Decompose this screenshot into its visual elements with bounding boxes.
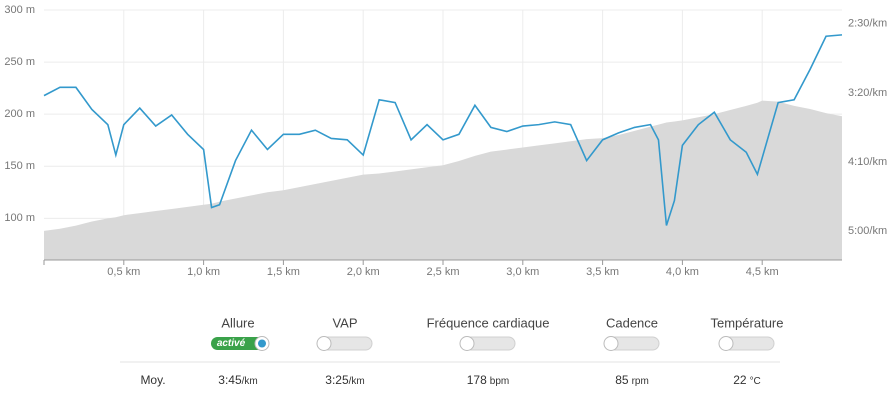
toggle[interactable] bbox=[459, 336, 516, 351]
metric-value: 3:45/km bbox=[218, 373, 257, 387]
metric-name: Cadence bbox=[606, 315, 658, 330]
toggle-track bbox=[211, 337, 269, 350]
toggle-knob bbox=[603, 336, 619, 351]
toggle-knob bbox=[459, 336, 475, 351]
toggle-dot bbox=[258, 339, 266, 348]
x-tick-label: 3,5 km bbox=[586, 266, 619, 278]
toggle-knob bbox=[316, 336, 332, 351]
value: 178 bbox=[467, 373, 487, 387]
unit: rpm bbox=[632, 376, 649, 387]
y-tick-label: 250 m bbox=[4, 56, 35, 68]
elevation-area bbox=[44, 100, 842, 260]
value: 3:45 bbox=[218, 373, 242, 387]
pace-line bbox=[43, 34, 843, 226]
x-tick-label: 4,5 km bbox=[746, 266, 779, 278]
y2-tick-label: 3:20/km bbox=[848, 87, 887, 99]
metric-value: 3:25/km bbox=[325, 373, 364, 387]
value: 3:25 bbox=[325, 373, 349, 387]
y-tick-label: 150 m bbox=[4, 160, 35, 172]
x-tick-label: 3,0 km bbox=[506, 266, 539, 278]
y-tick-label: 200 m bbox=[4, 108, 35, 120]
y2-tick-label: 2:30/km bbox=[848, 18, 887, 30]
metric-name: Température bbox=[711, 315, 784, 330]
y-tick-label: 300 m bbox=[4, 4, 35, 16]
metric-value: 85 rpm bbox=[615, 373, 649, 387]
value: 85 bbox=[615, 373, 629, 387]
x-tick-label: 2,0 km bbox=[347, 266, 380, 278]
metric-name: Fréquence cardiaque bbox=[427, 315, 550, 330]
row-label: Moy. bbox=[140, 373, 165, 387]
metric-name: VAP bbox=[332, 315, 357, 330]
metric-value: 22 °C bbox=[733, 373, 761, 387]
toggle[interactable]: activé bbox=[211, 336, 270, 351]
x-tick-label: 2,5 km bbox=[426, 266, 459, 278]
toggle[interactable] bbox=[718, 336, 775, 351]
toggle-label: activé bbox=[217, 338, 246, 349]
x-tick-label: 1,5 km bbox=[267, 266, 300, 278]
unit: bpm bbox=[490, 376, 509, 387]
unit: /km bbox=[242, 376, 258, 387]
x-tick-label: 4,0 km bbox=[666, 266, 699, 278]
unit: °C bbox=[750, 376, 761, 387]
metric-name: Allure bbox=[221, 315, 254, 330]
metric-value: 178 bpm bbox=[467, 373, 509, 387]
y-tick-label: 100 m bbox=[4, 212, 35, 224]
unit: /km bbox=[349, 376, 365, 387]
value: 22 bbox=[733, 373, 747, 387]
x-tick-label: 0,5 km bbox=[107, 266, 140, 278]
x-tick-label: 1,0 km bbox=[187, 266, 220, 278]
plot bbox=[43, 9, 843, 260]
toggle[interactable] bbox=[603, 336, 660, 351]
y2-tick-label: 4:10/km bbox=[848, 156, 887, 168]
y2-tick-label: 5:00/km bbox=[848, 225, 887, 237]
toggle-knob bbox=[718, 336, 734, 351]
toggle[interactable] bbox=[316, 336, 373, 351]
